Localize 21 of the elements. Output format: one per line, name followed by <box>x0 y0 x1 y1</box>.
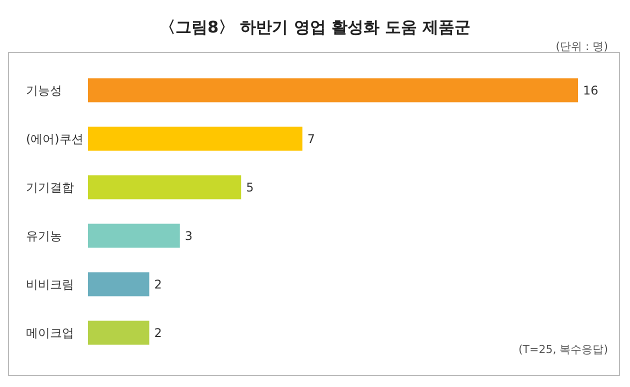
data-label: 2 <box>154 326 162 340</box>
bar <box>88 320 150 345</box>
annotation: (T=25, 복수응답) <box>518 343 608 356</box>
text: (단위 : 명) <box>556 40 608 53</box>
bar <box>88 224 180 248</box>
data-label: 7 <box>307 132 316 146</box>
y-tick-label: 기기결합 <box>26 180 74 194</box>
y-tick-label: (에어)쿠션 <box>26 132 84 146</box>
y-tick-label: 메이크업 <box>26 326 74 340</box>
data-label: 2 <box>154 277 162 292</box>
y-tick-label: 기능성 <box>26 83 62 98</box>
bar <box>88 272 150 296</box>
data-label: 3 <box>184 228 193 243</box>
y-tick-label: 비비크림 <box>26 277 74 292</box>
data-label: 5 <box>246 180 254 194</box>
y-tick-label: 유기농 <box>26 228 62 243</box>
bar <box>88 78 578 102</box>
bar <box>88 175 242 200</box>
bar <box>88 126 302 151</box>
chart-title: 〈그림8〉 하반기 영업 활성화 도움 제품군 <box>160 18 470 36</box>
data-label: 16 <box>583 83 598 98</box>
